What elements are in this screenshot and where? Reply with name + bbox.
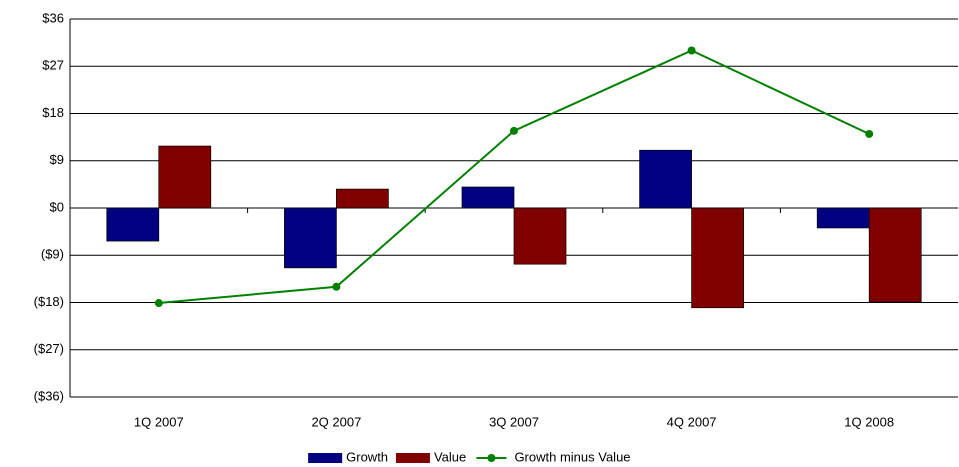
x-tick-label: 1Q 2007	[134, 414, 184, 429]
y-tick-label: $18	[42, 105, 64, 120]
line	[158, 49, 870, 305]
bar	[816, 207, 870, 229]
bar	[158, 145, 212, 209]
legend-label: Value	[434, 449, 466, 464]
y-tick-label: $9	[50, 152, 64, 167]
line-marker	[154, 299, 163, 308]
bar	[868, 207, 922, 303]
line-marker	[510, 126, 518, 135]
x-tick-label: 1Q 2008	[844, 414, 894, 429]
bar	[284, 207, 337, 269]
y-tick-label: $27	[42, 58, 64, 73]
y-tick-label: ($18)	[34, 294, 64, 309]
line-marker	[332, 282, 341, 291]
bar	[639, 149, 692, 209]
y-tick-label: $0	[50, 199, 64, 214]
bar	[461, 186, 515, 209]
legend-swatch	[395, 453, 430, 463]
x-tick-label: 3Q 2007	[489, 414, 539, 429]
bar	[691, 207, 744, 309]
legend-label: Growth	[346, 449, 388, 464]
line-marker	[687, 46, 696, 55]
x-tick-label: 4Q 2007	[667, 414, 717, 429]
legend-label: Growth minus Value	[514, 449, 630, 464]
legend-swatch	[308, 453, 343, 463]
bar	[106, 207, 160, 242]
y-tick-label: ($36)	[34, 388, 64, 403]
bar	[336, 188, 389, 209]
legend-marker	[487, 454, 496, 462]
y-tick-label: $36	[42, 10, 64, 25]
line-marker	[865, 129, 874, 138]
bar	[513, 207, 567, 265]
y-tick-label: ($9)	[41, 247, 64, 262]
x-tick-label: 2Q 2007	[311, 414, 361, 429]
y-tick-label: ($27)	[34, 341, 64, 356]
